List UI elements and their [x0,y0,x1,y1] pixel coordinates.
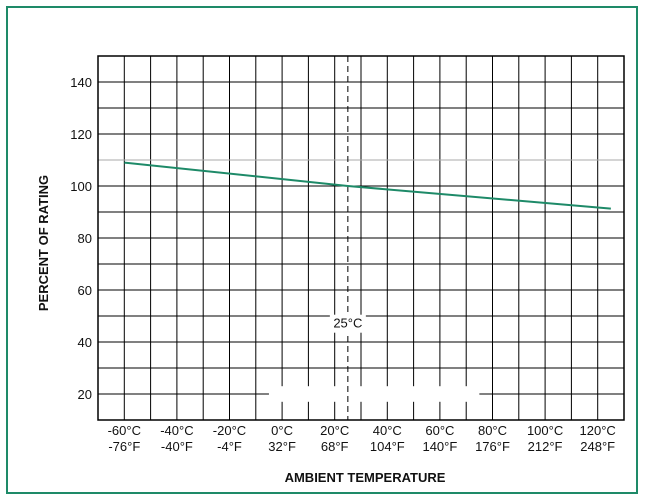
plot-border [97,55,625,421]
x-tick-label-fahrenheit: 68°F [321,439,349,454]
x-tick-label-celsius: 0°C [271,423,293,438]
y-tick-label: 140 [70,75,92,90]
x-tick-label-celsius: -20°C [213,423,246,438]
y-tick-label: 40 [78,335,92,350]
x-tick-label-fahrenheit: 140°F [422,439,457,454]
annotation-background [329,314,366,333]
y-tick-label: 60 [78,283,92,298]
x-axis-title: AMBIENT TEMPERATURE [285,470,446,485]
grid-mask [268,386,480,402]
x-tick-label-fahrenheit: 176°F [475,439,510,454]
y-tick-labels: 20 40 60 80 100 120 140 [70,75,92,402]
series-line [124,161,611,210]
y-tick-label: 20 [78,387,92,402]
x-tick-label-fahrenheit: -76°F [108,439,140,454]
x-tick-label-celsius: -40°C [160,423,193,438]
x-tick-label-celsius: 100°C [527,423,563,438]
y-tick-label: 120 [70,127,92,142]
y-axis-title: PERCENT OF RATING [36,175,51,311]
blank-mask [268,386,480,402]
grid-layer [97,55,625,421]
x-tick-label-fahrenheit: 248°F [580,439,615,454]
y-tick-label: 80 [78,231,92,246]
x-tick-label-fahrenheit: -40°F [161,439,193,454]
chart-frame [6,6,638,494]
x-tick-labels: -60°C-76°F -40°C-40°F -20°C-4°F 0°C32°F 20°C… [108,423,616,454]
y-tick-label: 100 [70,179,92,194]
reference-lines [98,56,624,420]
series-layer [124,161,611,210]
x-tick-label-celsius: 40°C [373,423,402,438]
x-tick-label-fahrenheit: 104°F [370,439,405,454]
x-tick-label-celsius: 80°C [478,423,507,438]
x-tick-label-fahrenheit: -4°F [217,439,242,454]
x-tick-label-celsius: 60°C [425,423,454,438]
x-tick-label-celsius: 120°C [580,423,616,438]
x-tick-label-fahrenheit: 212°F [528,439,563,454]
x-tick-label-fahrenheit: 32°F [268,439,296,454]
reference-annotation: 25°C [333,316,362,331]
x-tick-label-celsius: 20°C [320,423,349,438]
x-tick-label-celsius: -60°C [108,423,141,438]
